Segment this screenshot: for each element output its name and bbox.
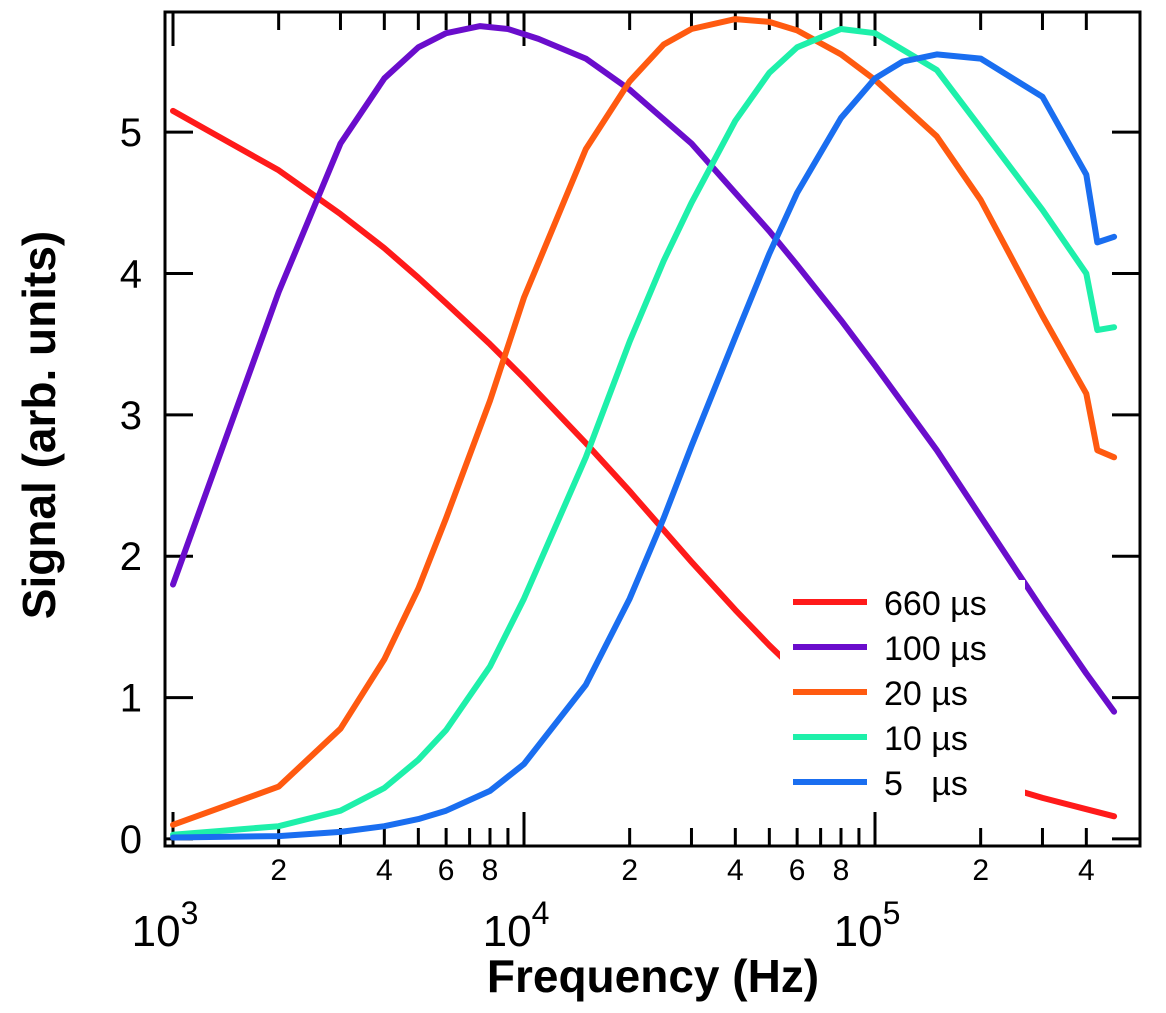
- x-minor-tick-label: 2: [621, 854, 638, 887]
- y-tick-label: 1: [120, 677, 142, 721]
- legend-label: 660 µs: [884, 585, 987, 623]
- x-major-tick-label: 105: [834, 895, 901, 956]
- legend-label: 20 µs: [884, 675, 968, 713]
- x-minor-tick-label: 2: [972, 854, 989, 887]
- x-minor-tick-label: 8: [833, 854, 850, 887]
- legend-label: 10 µs: [884, 720, 968, 758]
- legend-label: 5 µs: [884, 765, 968, 803]
- legend-label: 100 µs: [884, 630, 987, 668]
- series-line-3: [170, 26, 1118, 838]
- x-major-tick-base: 10: [834, 907, 883, 956]
- x-minor-tick-label: 4: [1078, 854, 1095, 887]
- plot-frame: [163, 10, 1142, 848]
- x-minor-tick-label: 2: [270, 854, 287, 887]
- x-major-tick-label: 103: [132, 895, 199, 956]
- x-axis-title: Frequency (Hz): [487, 950, 819, 1002]
- y-axis-title: Signal (arb. units): [13, 231, 65, 619]
- x-major-tick-exponent: 5: [883, 895, 901, 931]
- y-tick-label: 5: [120, 111, 142, 155]
- x-major-tick-exponent: 4: [532, 895, 550, 931]
- x-minor-tick-label: 8: [482, 854, 499, 887]
- series-lines: [170, 16, 1118, 841]
- y-tick-label: 0: [120, 818, 142, 862]
- x-major-tick-exponent: 3: [181, 895, 199, 931]
- y-tick-label: 2: [120, 535, 142, 579]
- x-minor-tick-label: 4: [727, 854, 744, 887]
- x-minor-tick-label: 6: [789, 854, 806, 887]
- x-major-tick-base: 10: [132, 907, 181, 956]
- x-minor-tick-label: 4: [376, 854, 393, 887]
- legend: 660 µs 100 µs 20 µs 10 µs 5 µs: [780, 580, 1025, 803]
- series-line-2: [170, 16, 1118, 828]
- x-major-tick-label: 104: [483, 895, 550, 956]
- x-major-tick-base: 10: [483, 907, 532, 956]
- y-tick-label: 4: [120, 253, 142, 297]
- y-tick-label: 3: [120, 394, 142, 438]
- series-line-4: [170, 51, 1118, 841]
- series-line-1: [170, 23, 1118, 715]
- x-minor-tick-label: 6: [438, 854, 455, 887]
